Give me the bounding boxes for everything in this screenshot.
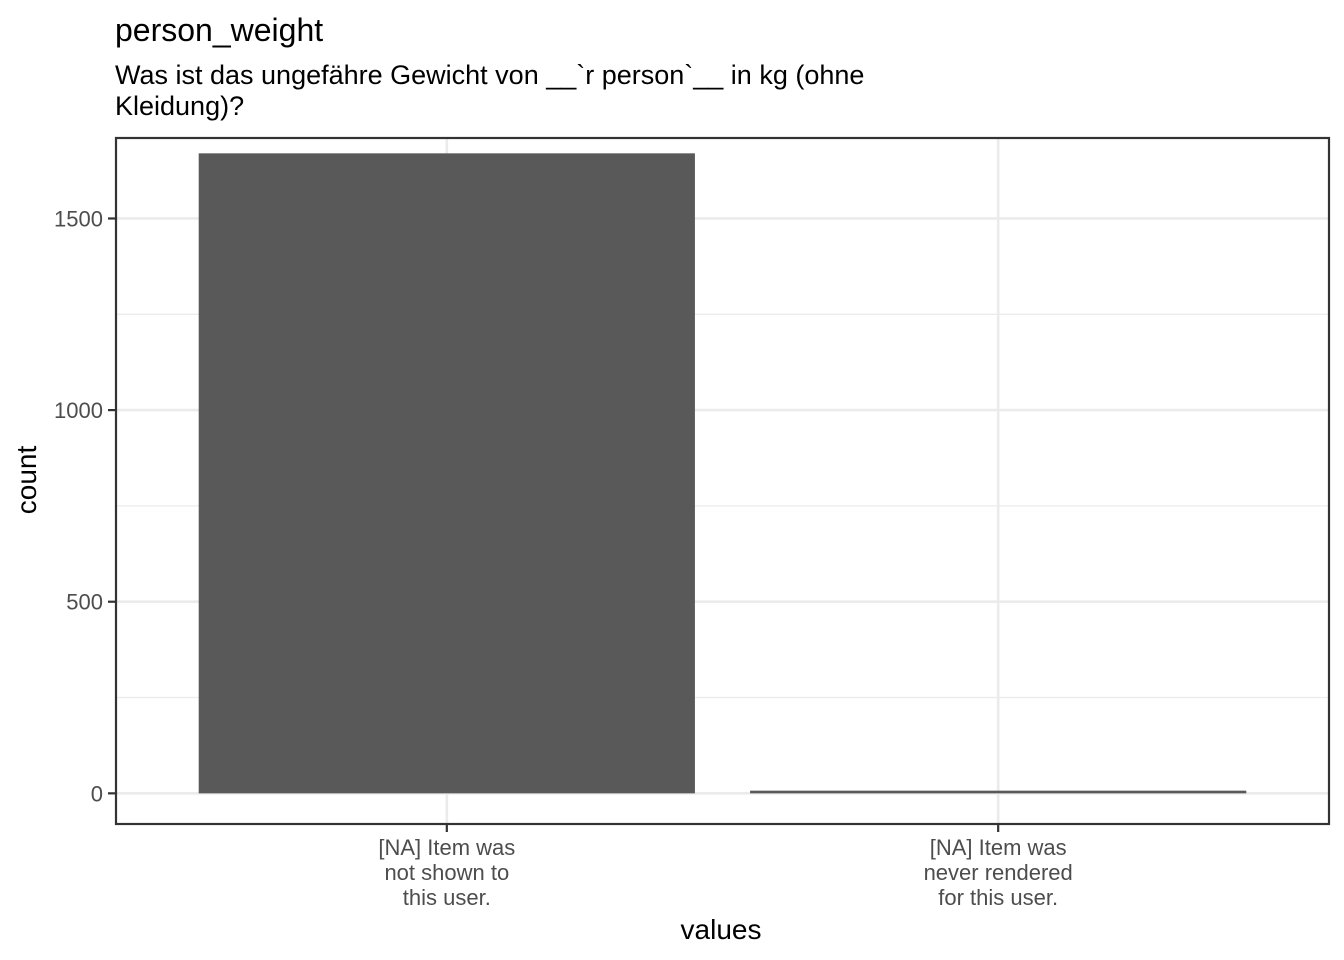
y-tick-label: 500 <box>66 590 103 615</box>
y-tick-label: 1000 <box>54 398 103 423</box>
bar <box>750 790 1247 794</box>
x-tick-label: not shown to <box>384 860 509 885</box>
x-tick-label: this user. <box>403 885 491 910</box>
x-tick-label: [NA] Item was <box>378 835 515 860</box>
x-tick-label: for this user. <box>938 885 1058 910</box>
x-tick-label: [NA] Item was <box>930 835 1067 860</box>
y-tick-label: 1500 <box>54 206 103 231</box>
x-axis-title: values <box>681 914 762 945</box>
chart-title: person_weight <box>115 12 323 48</box>
x-tick-label: never rendered <box>924 860 1073 885</box>
bar <box>198 153 695 794</box>
y-axis-title: count <box>11 446 42 515</box>
panel-border <box>114 136 1331 826</box>
chart-subtitle-line-1: Was ist das ungefähre Gewicht von __`r p… <box>115 60 864 90</box>
y-tick-label: 0 <box>91 781 103 806</box>
chart-subtitle-line-2: Kleidung)? <box>115 91 244 121</box>
